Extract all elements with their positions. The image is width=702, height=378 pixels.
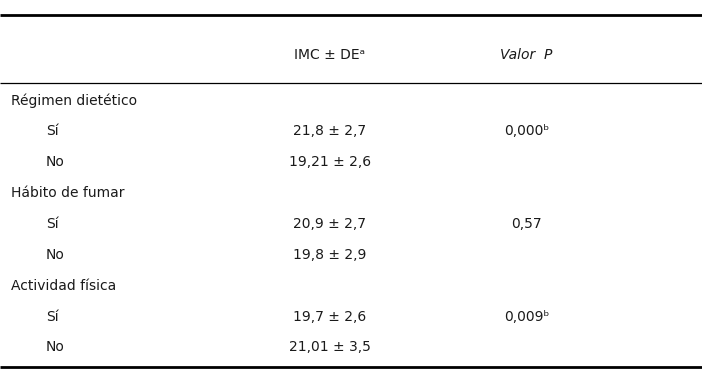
Text: 0,000ᵇ: 0,000ᵇ: [504, 124, 549, 138]
Text: Sí: Sí: [46, 310, 58, 324]
Text: 21,8 ± 2,7: 21,8 ± 2,7: [293, 124, 366, 138]
Text: 0,009ᵇ: 0,009ᵇ: [504, 310, 549, 324]
Text: IMC ± DEᵃ: IMC ± DEᵃ: [294, 48, 366, 62]
Text: No: No: [46, 248, 65, 262]
Text: Sí: Sí: [46, 217, 58, 231]
Text: Actividad física: Actividad física: [11, 279, 116, 293]
Text: Valor  P: Valor P: [501, 48, 552, 62]
Text: 21,01 ± 3,5: 21,01 ± 3,5: [289, 341, 371, 355]
Text: Hábito de fumar: Hábito de fumar: [11, 186, 124, 200]
Text: No: No: [46, 155, 65, 169]
Text: Régimen dietético: Régimen dietético: [11, 93, 137, 108]
Text: 19,21 ± 2,6: 19,21 ± 2,6: [289, 155, 371, 169]
Text: 19,8 ± 2,9: 19,8 ± 2,9: [293, 248, 366, 262]
Text: No: No: [46, 341, 65, 355]
Text: 0,57: 0,57: [511, 217, 542, 231]
Text: Sí: Sí: [46, 124, 58, 138]
Text: 19,7 ± 2,6: 19,7 ± 2,6: [293, 310, 366, 324]
Text: 20,9 ± 2,7: 20,9 ± 2,7: [293, 217, 366, 231]
